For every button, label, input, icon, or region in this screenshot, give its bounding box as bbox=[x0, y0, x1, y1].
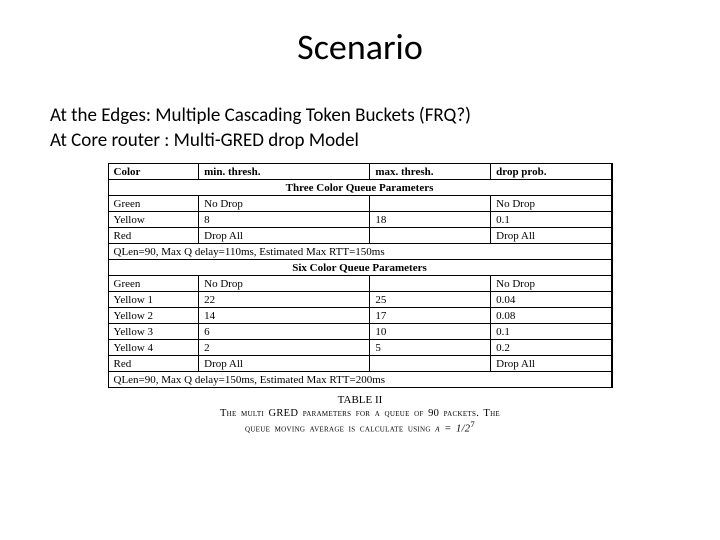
cell: 0.04 bbox=[491, 292, 612, 308]
cell: Red bbox=[108, 228, 199, 244]
cell bbox=[370, 276, 491, 292]
cell: 18 bbox=[370, 212, 491, 228]
cell: Green bbox=[108, 276, 199, 292]
caption-line-2: queue moving average is calculate using … bbox=[108, 419, 613, 435]
cell: Drop All bbox=[491, 228, 612, 244]
table-row: Green No Drop No Drop bbox=[108, 196, 612, 212]
table-row: Yellow 3 6 10 0.1 bbox=[108, 324, 612, 340]
note-1: QLen=90, Max Q delay=110ms, Estimated Ma… bbox=[108, 244, 612, 260]
cell: 17 bbox=[370, 308, 491, 324]
header-color: Color bbox=[108, 164, 199, 180]
header-drop-prob: drop prob. bbox=[491, 164, 612, 180]
section-title-1: Three Color Queue Parameters bbox=[108, 180, 612, 196]
cell: Yellow 4 bbox=[108, 340, 199, 356]
cell bbox=[370, 196, 491, 212]
table-row: Yellow 8 18 0.1 bbox=[108, 212, 612, 228]
note-2: QLen=90, Max Q delay=150ms, Estimated Ma… bbox=[108, 372, 612, 388]
caption-line-1: The multi GRED parameters for a queue of… bbox=[108, 408, 613, 419]
table-row: Green No Drop No Drop bbox=[108, 276, 612, 292]
cell: Yellow 1 bbox=[108, 292, 199, 308]
cell: 0.1 bbox=[491, 212, 612, 228]
cell: Yellow bbox=[108, 212, 199, 228]
section-three-color: Three Color Queue Parameters bbox=[108, 180, 612, 196]
caption-exponent: 7 bbox=[470, 419, 475, 429]
note-row-2: QLen=90, Max Q delay=150ms, Estimated Ma… bbox=[108, 372, 612, 388]
cell: Yellow 2 bbox=[108, 308, 199, 324]
parameters-table-wrap: Color min. thresh. max. thresh. drop pro… bbox=[108, 163, 613, 435]
table-row: Yellow 4 2 5 0.2 bbox=[108, 340, 612, 356]
cell: 25 bbox=[370, 292, 491, 308]
cell bbox=[370, 228, 491, 244]
subtitle: At the Edges: Multiple Cascading Token B… bbox=[50, 104, 670, 153]
table-row: Yellow 2 14 17 0.08 bbox=[108, 308, 612, 324]
section-title-2: Six Color Queue Parameters bbox=[108, 260, 612, 276]
caption-table-label: TABLE II bbox=[108, 394, 613, 406]
slide-title: Scenario bbox=[50, 25, 670, 69]
cell: Drop All bbox=[199, 356, 370, 372]
parameters-table: Color min. thresh. max. thresh. drop pro… bbox=[108, 163, 613, 388]
cell: No Drop bbox=[491, 276, 612, 292]
cell: Drop All bbox=[199, 228, 370, 244]
cell: Red bbox=[108, 356, 199, 372]
cell bbox=[370, 356, 491, 372]
cell: 2 bbox=[199, 340, 370, 356]
cell: 8 bbox=[199, 212, 370, 228]
cell: 6 bbox=[199, 324, 370, 340]
caption-line-2-prefix: queue moving average is calculate using bbox=[245, 424, 435, 435]
subtitle-line-1: At the Edges: Multiple Cascading Token B… bbox=[50, 104, 471, 127]
section-six-color: Six Color Queue Parameters bbox=[108, 260, 612, 276]
cell: Drop All bbox=[491, 356, 612, 372]
table-row: Red Drop All Drop All bbox=[108, 228, 612, 244]
cell: Yellow 3 bbox=[108, 324, 199, 340]
cell: 0.08 bbox=[491, 308, 612, 324]
cell: 0.1 bbox=[491, 324, 612, 340]
header-min-thresh: min. thresh. bbox=[199, 164, 370, 180]
cell: 14 bbox=[199, 308, 370, 324]
header-max-thresh: max. thresh. bbox=[370, 164, 491, 180]
note-row-1: QLen=90, Max Q delay=110ms, Estimated Ma… bbox=[108, 244, 612, 260]
cell: No Drop bbox=[491, 196, 612, 212]
cell: No Drop bbox=[199, 196, 370, 212]
table-header-row: Color min. thresh. max. thresh. drop pro… bbox=[108, 164, 612, 180]
table-row: Red Drop All Drop All bbox=[108, 356, 612, 372]
table-caption: TABLE II The multi GRED parameters for a… bbox=[108, 394, 613, 435]
table-row: Yellow 1 22 25 0.04 bbox=[108, 292, 612, 308]
cell: 0.2 bbox=[491, 340, 612, 356]
cell: 10 bbox=[370, 324, 491, 340]
cell: No Drop bbox=[199, 276, 370, 292]
caption-alpha: α = 1/2 bbox=[435, 424, 470, 435]
subtitle-line-2: At Core router : Multi-GRED drop Model bbox=[50, 129, 359, 152]
cell: 22 bbox=[199, 292, 370, 308]
cell: 5 bbox=[370, 340, 491, 356]
cell: Green bbox=[108, 196, 199, 212]
